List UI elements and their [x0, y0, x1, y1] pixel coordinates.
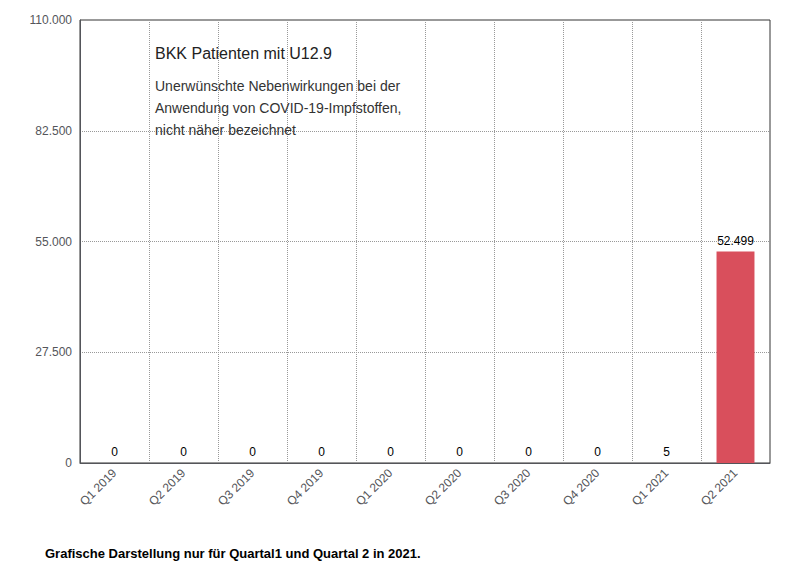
svg-text:55.000: 55.000: [35, 235, 72, 249]
svg-text:0: 0: [180, 445, 187, 459]
svg-text:27.500: 27.500: [35, 345, 72, 359]
svg-text:Q1 2021: Q1 2021: [629, 466, 672, 509]
svg-text:5: 5: [663, 445, 670, 459]
svg-text:0: 0: [318, 445, 325, 459]
svg-text:Q4 2019: Q4 2019: [284, 466, 327, 509]
svg-text:Unerwünschte Nebenwirkungen be: Unerwünschte Nebenwirkungen bei der: [155, 78, 400, 94]
svg-text:0: 0: [65, 456, 72, 470]
svg-text:0: 0: [249, 445, 256, 459]
svg-text:0: 0: [111, 445, 118, 459]
svg-text:Q2 2021: Q2 2021: [698, 466, 741, 509]
svg-text:Q4 2020: Q4 2020: [560, 466, 603, 509]
svg-text:Q1 2019: Q1 2019: [77, 466, 120, 509]
svg-text:0: 0: [387, 445, 394, 459]
svg-text:Q2 2019: Q2 2019: [146, 466, 189, 509]
svg-text:nicht näher bezeichnet: nicht näher bezeichnet: [155, 122, 296, 138]
svg-text:BKK Patienten mit U12.9: BKK Patienten mit U12.9: [155, 45, 332, 62]
svg-text:110.000: 110.000: [30, 13, 73, 27]
svg-text:0: 0: [456, 445, 463, 459]
svg-text:0: 0: [594, 445, 601, 459]
svg-text:Q3 2019: Q3 2019: [215, 466, 258, 509]
svg-text:Q1 2020: Q1 2020: [353, 466, 396, 509]
svg-text:0: 0: [525, 445, 532, 459]
svg-text:Grafische Darstellung nur für: Grafische Darstellung nur für Quartal1 u…: [45, 546, 421, 561]
svg-text:Anwendung von COVID-19-Impfsto: Anwendung von COVID-19-Impfstoffen,: [155, 100, 401, 116]
svg-text:52.499: 52.499: [717, 234, 754, 248]
svg-text:Q2 2020: Q2 2020: [422, 466, 465, 509]
svg-text:82.500: 82.500: [35, 124, 72, 138]
svg-text:Q3 2020: Q3 2020: [491, 466, 534, 509]
